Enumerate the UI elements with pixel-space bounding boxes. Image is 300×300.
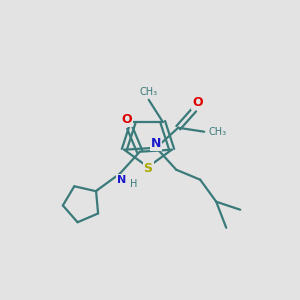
Text: CH₃: CH₃ xyxy=(208,127,226,137)
Text: H: H xyxy=(130,179,137,189)
Text: N: N xyxy=(151,137,161,150)
Text: O: O xyxy=(192,96,202,109)
Text: S: S xyxy=(143,161,152,175)
Text: O: O xyxy=(122,113,132,126)
Text: CH₃: CH₃ xyxy=(140,87,158,97)
Text: N: N xyxy=(117,175,126,185)
